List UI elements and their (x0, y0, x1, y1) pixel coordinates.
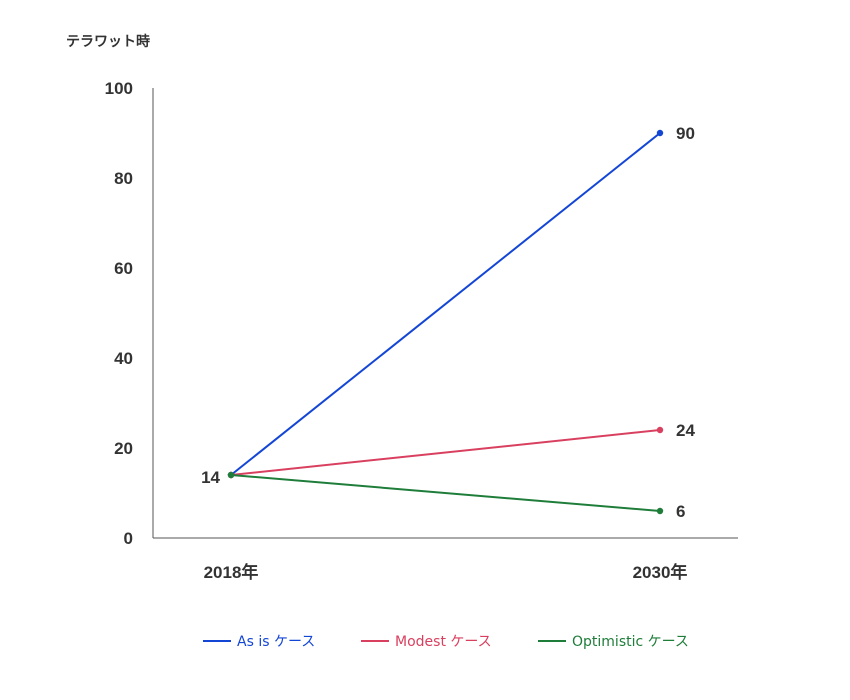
series-lines (230, 132, 661, 512)
y-tick-label: 60 (114, 259, 133, 278)
data-point (656, 129, 664, 137)
legend-label: As is ケース (237, 634, 315, 650)
series-line (230, 474, 661, 512)
y-tick-label: 100 (105, 79, 133, 98)
x-tick-label: 2030年 (633, 562, 688, 582)
series-line (230, 132, 661, 476)
x-axis-ticks: 2018年 2030年 (204, 562, 688, 582)
end-value-label: 24 (676, 421, 695, 440)
series-points (227, 129, 664, 515)
y-tick-label: 20 (114, 439, 133, 458)
legend-label: Optimistic ケース (572, 634, 689, 650)
end-value-label: 6 (676, 502, 685, 521)
start-value-label: 14 (201, 468, 220, 487)
data-labels: 14 90 24 6 (201, 124, 695, 521)
y-axis-ticks: 0 20 40 60 80 100 (105, 79, 133, 548)
y-tick-label: 80 (114, 169, 133, 188)
y-tick-label: 0 (124, 529, 133, 548)
data-point (656, 507, 664, 515)
series-line (230, 429, 661, 476)
x-tick-label: 2018年 (204, 562, 259, 582)
data-point (656, 426, 664, 434)
data-point (227, 471, 235, 479)
y-tick-label: 40 (114, 349, 133, 368)
end-value-label: 90 (676, 124, 695, 143)
legend: As is ケース Modest ケース Optimistic ケース (203, 634, 689, 650)
y-axis-unit-label: テラワット時 (66, 33, 150, 50)
legend-label: Modest ケース (395, 634, 492, 650)
